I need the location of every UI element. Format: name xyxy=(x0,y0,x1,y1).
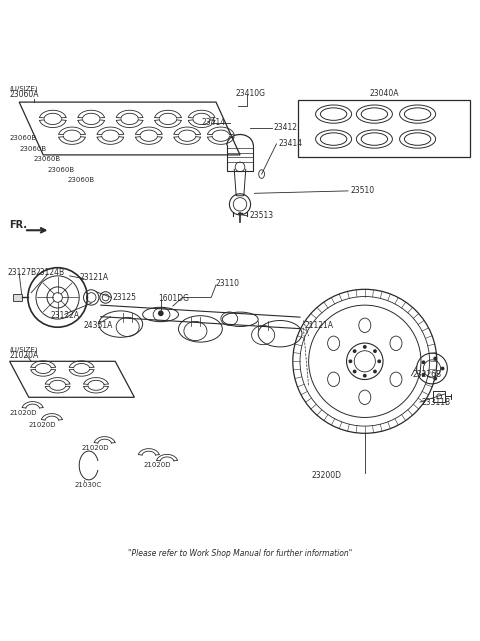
Text: 23410G: 23410G xyxy=(235,90,265,99)
Text: 23122A: 23122A xyxy=(50,311,80,320)
Circle shape xyxy=(363,374,367,378)
Circle shape xyxy=(421,373,425,377)
Text: (U/SIZE): (U/SIZE) xyxy=(10,346,38,353)
Text: 21121A: 21121A xyxy=(305,320,334,330)
Text: FR.: FR. xyxy=(10,221,28,231)
Text: 21020D: 21020D xyxy=(29,422,56,428)
Circle shape xyxy=(433,377,437,381)
Circle shape xyxy=(348,360,352,363)
Text: 23414: 23414 xyxy=(278,139,302,148)
Circle shape xyxy=(373,370,377,374)
Circle shape xyxy=(363,345,367,349)
Circle shape xyxy=(353,349,357,353)
Circle shape xyxy=(373,349,377,353)
Text: 23040A: 23040A xyxy=(369,90,399,99)
Text: 23060B: 23060B xyxy=(19,146,47,152)
FancyBboxPatch shape xyxy=(13,294,22,301)
Circle shape xyxy=(441,367,444,370)
Text: 23121A: 23121A xyxy=(79,273,108,282)
Circle shape xyxy=(353,370,357,374)
Text: 24351A: 24351A xyxy=(84,320,113,330)
Text: 21020D: 21020D xyxy=(10,410,37,415)
Text: 23226B: 23226B xyxy=(413,370,442,379)
Text: 23060B: 23060B xyxy=(10,135,37,141)
Text: "Please refer to Work Shop Manual for further information": "Please refer to Work Shop Manual for fu… xyxy=(128,549,352,558)
Text: 1601DG: 1601DG xyxy=(158,294,190,303)
Circle shape xyxy=(421,360,425,364)
Text: 23060B: 23060B xyxy=(67,178,95,183)
Circle shape xyxy=(377,360,381,363)
Text: (U/SIZE): (U/SIZE) xyxy=(10,86,38,92)
Text: 23412: 23412 xyxy=(274,123,298,132)
Text: 21020D: 21020D xyxy=(144,462,171,469)
Text: 23060B: 23060B xyxy=(48,167,75,173)
Text: 23200D: 23200D xyxy=(312,470,342,479)
Text: 23124B: 23124B xyxy=(36,268,65,277)
Text: 23060A: 23060A xyxy=(10,90,39,99)
Text: 23060B: 23060B xyxy=(34,156,61,162)
Text: 23513: 23513 xyxy=(250,212,274,221)
Circle shape xyxy=(433,356,437,360)
Text: 23414: 23414 xyxy=(202,118,226,128)
Text: 23311B: 23311B xyxy=(421,397,451,406)
Text: 23510: 23510 xyxy=(350,187,374,196)
Text: 23127B: 23127B xyxy=(7,268,36,277)
Circle shape xyxy=(158,310,164,316)
Text: 21020D: 21020D xyxy=(82,445,109,451)
Text: 23125: 23125 xyxy=(113,293,137,302)
Text: 23110: 23110 xyxy=(216,279,240,288)
Text: 21020A: 21020A xyxy=(10,351,39,360)
Text: 21030C: 21030C xyxy=(74,481,102,488)
